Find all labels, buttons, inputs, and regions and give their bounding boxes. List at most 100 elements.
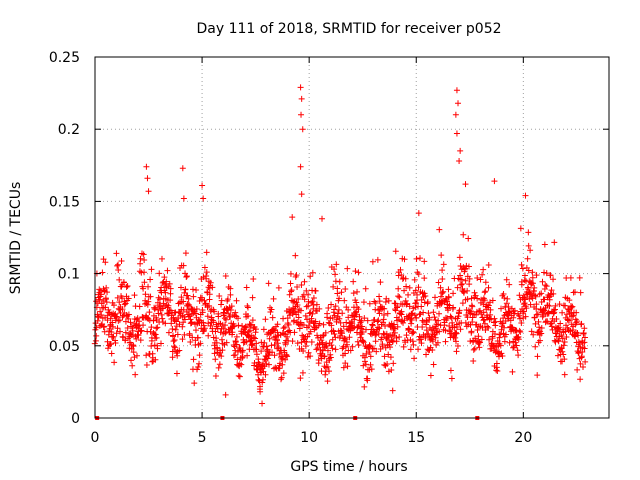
data-point	[352, 268, 359, 275]
data-point	[413, 255, 420, 262]
data-point	[524, 255, 531, 262]
data-point	[445, 286, 452, 293]
data-point	[568, 304, 575, 311]
data-point	[181, 331, 188, 338]
data-point	[138, 327, 145, 334]
data-point	[302, 312, 309, 319]
data-point	[200, 328, 207, 334]
x-tick-label: 10	[300, 430, 318, 446]
data-point	[287, 280, 294, 287]
data-point	[474, 295, 481, 302]
data-point	[478, 336, 485, 343]
data-point	[253, 351, 260, 358]
data-point	[122, 300, 129, 307]
data-point	[381, 305, 388, 312]
data-point	[332, 303, 339, 310]
data-point	[517, 328, 524, 335]
data-point	[485, 324, 492, 331]
data-point	[171, 336, 178, 343]
data-point	[441, 299, 448, 306]
data-point	[231, 323, 238, 330]
data-point	[225, 310, 232, 317]
data-point	[180, 298, 187, 305]
data-point	[516, 327, 523, 334]
data-point	[381, 361, 388, 368]
data-point	[172, 326, 179, 333]
data-point	[439, 276, 446, 283]
data-point	[148, 337, 155, 344]
data-point	[351, 316, 358, 323]
data-point	[513, 342, 520, 349]
data-point	[396, 294, 403, 301]
data-point	[580, 364, 587, 371]
data-point	[125, 315, 132, 322]
data-point	[313, 301, 320, 308]
data-point	[369, 322, 376, 329]
data-point	[242, 323, 249, 330]
data-point	[462, 265, 469, 272]
data-point	[183, 274, 190, 281]
data-point	[539, 278, 546, 285]
data-point	[233, 341, 240, 348]
data-point	[158, 255, 165, 262]
data-point	[143, 352, 150, 359]
data-point	[118, 258, 125, 265]
data-point	[125, 295, 132, 302]
data-point	[445, 294, 452, 301]
data-point	[430, 361, 437, 368]
data-point	[153, 334, 160, 341]
data-point	[207, 308, 214, 315]
data-point	[458, 281, 465, 288]
data-point	[252, 335, 259, 342]
data-point	[298, 191, 305, 198]
data-point	[222, 272, 229, 279]
data-point	[577, 376, 584, 383]
data-point	[264, 331, 271, 338]
data-point	[403, 283, 410, 290]
data-point	[219, 347, 226, 354]
data-point	[167, 290, 174, 297]
data-point	[310, 294, 317, 301]
data-point	[423, 351, 430, 358]
data-point	[343, 319, 350, 326]
data-point	[151, 306, 158, 313]
data-point	[282, 356, 289, 363]
data-point	[199, 182, 206, 189]
data-point	[330, 283, 337, 290]
data-point	[415, 210, 422, 217]
data-point	[201, 297, 208, 304]
data-point	[402, 297, 409, 304]
data-point	[570, 312, 577, 319]
data-point	[580, 330, 587, 337]
data-point	[519, 265, 526, 272]
data-point	[452, 338, 459, 345]
data-point	[469, 303, 476, 310]
data-point	[329, 345, 336, 352]
data-point	[532, 320, 539, 327]
data-point	[262, 371, 269, 378]
data-point	[581, 345, 588, 352]
data-point	[327, 354, 334, 361]
data-point	[373, 348, 380, 355]
data-point	[562, 302, 569, 309]
data-point	[543, 283, 550, 290]
data-point	[525, 242, 532, 249]
data-point	[291, 329, 298, 336]
x-tick-label: 15	[407, 430, 425, 446]
data-point	[556, 301, 563, 308]
data-point	[196, 360, 203, 367]
data-point	[341, 297, 348, 304]
data-point	[487, 306, 494, 313]
data-point	[368, 366, 375, 373]
data-point	[581, 339, 588, 346]
data-point	[203, 269, 210, 276]
data-point	[376, 298, 383, 305]
data-point	[119, 295, 126, 302]
data-point	[384, 310, 391, 317]
data-point	[100, 256, 107, 263]
data-point	[206, 296, 213, 303]
data-point	[465, 235, 472, 242]
data-point	[325, 368, 332, 375]
data-point	[344, 341, 351, 348]
data-point	[200, 195, 207, 202]
